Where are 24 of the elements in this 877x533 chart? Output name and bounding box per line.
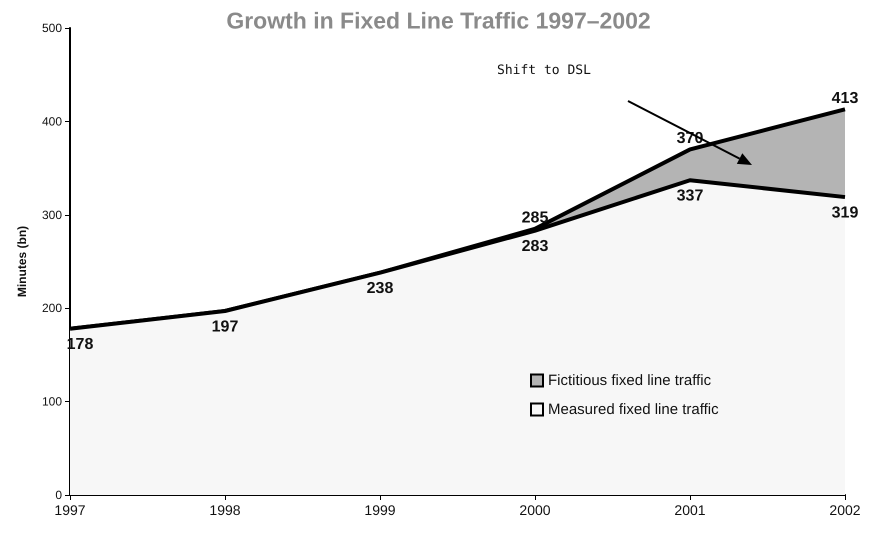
y-tick-label: 100 — [42, 394, 62, 409]
x-tick-label: 1998 — [209, 502, 241, 518]
x-tick-label: 2000 — [519, 502, 551, 518]
x-tick-label: 2002 — [829, 502, 861, 518]
data-label: 238 — [366, 280, 394, 298]
chart-title: Growth in Fixed Line Traffic 1997–2002 — [226, 8, 651, 34]
y-tick-label: 0 — [55, 488, 62, 502]
data-label: 413 — [832, 90, 858, 107]
legend-label: Fictitious fixed line traffic — [548, 372, 712, 389]
annotation: Shift to DSL — [497, 63, 592, 78]
y-axis-title: Minutes (bn) — [15, 226, 29, 298]
y-tick-label: 400 — [42, 114, 62, 128]
data-label: 197 — [212, 318, 238, 336]
x-tick-label: 1999 — [364, 502, 396, 518]
y-tick-label: 500 — [42, 21, 62, 35]
y-tick-label: 300 — [42, 208, 62, 222]
data-label: 319 — [832, 204, 858, 222]
legend-label: Measured fixed line traffic — [548, 401, 720, 418]
data-label: 283 — [522, 238, 548, 256]
data-label: 285 — [522, 209, 548, 226]
x-tick-label: 1997 — [54, 502, 86, 518]
y-tick-label: 200 — [42, 301, 62, 316]
data-label: 337 — [676, 188, 704, 205]
x-tick-label: 2001 — [674, 502, 706, 518]
